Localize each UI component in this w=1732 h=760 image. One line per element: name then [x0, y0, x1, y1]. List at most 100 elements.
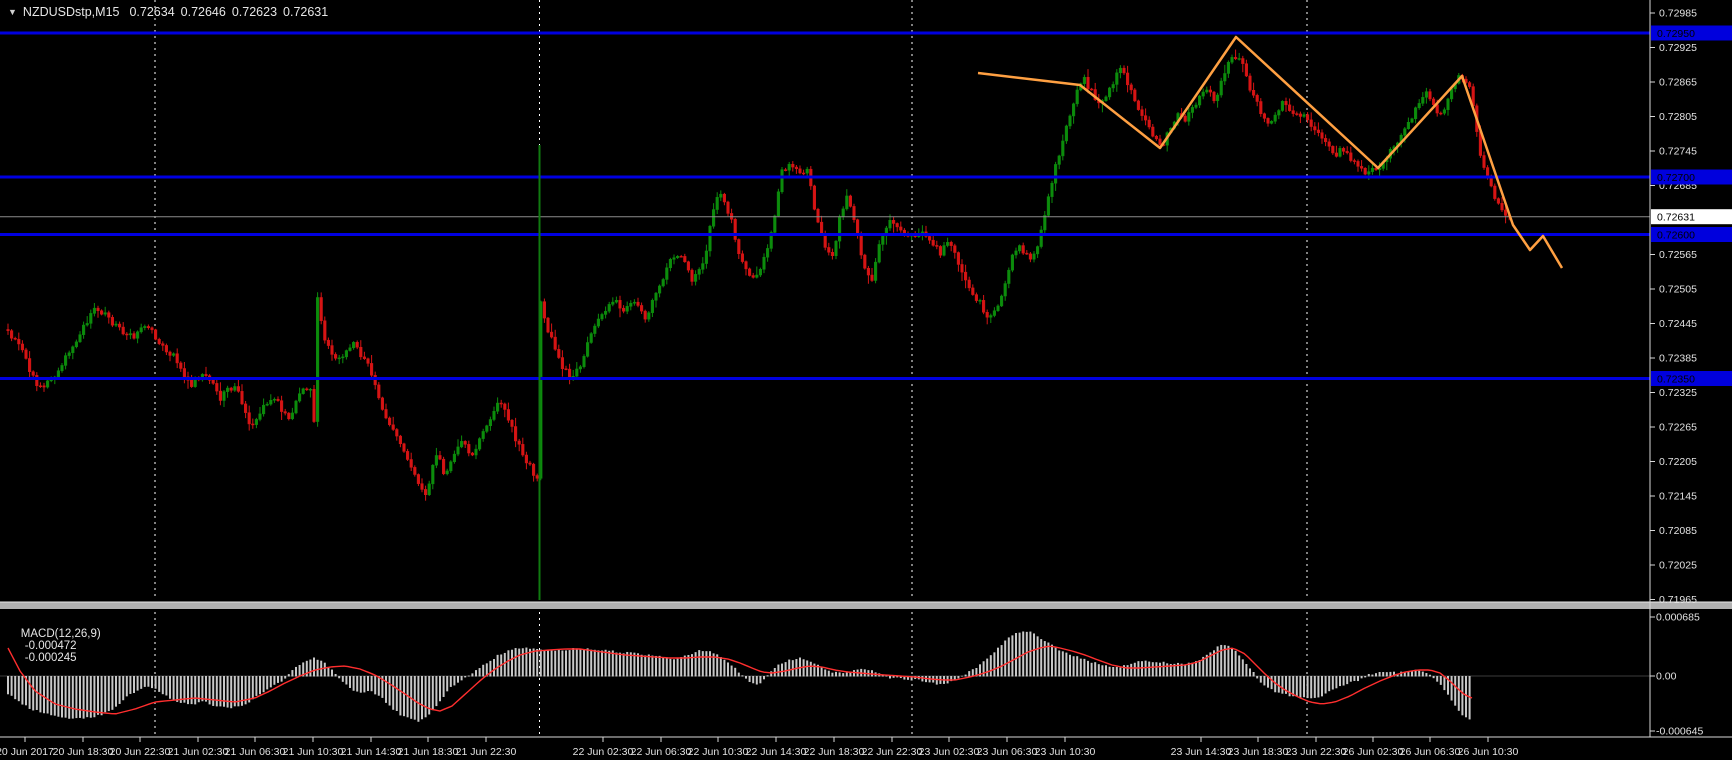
candle-body	[701, 263, 705, 270]
candle-body	[1198, 95, 1202, 106]
candle-body	[830, 252, 834, 256]
candle-body	[272, 398, 276, 401]
price-level-tag	[1651, 371, 1732, 386]
candle-body	[1244, 63, 1248, 77]
candle-body	[863, 254, 867, 269]
candle-body	[1226, 61, 1230, 74]
candle-body	[236, 386, 240, 392]
candle-body	[1284, 101, 1288, 106]
candle-body	[420, 483, 424, 490]
candle-body	[1417, 103, 1421, 109]
candle-body	[985, 312, 989, 318]
price-level-tag-text: 0.72600	[1657, 230, 1695, 242]
candle-body	[1136, 100, 1140, 110]
candle-body	[78, 334, 82, 343]
candle-body	[262, 404, 266, 415]
candle-body	[1090, 88, 1094, 91]
time-axis-label: 21 Jun 22:30	[456, 746, 517, 758]
candle-body	[1450, 88, 1454, 100]
time-axis-label: 22 Jun 14:30	[746, 746, 807, 758]
candle-body	[445, 470, 449, 475]
candle-body	[269, 399, 273, 405]
candle-body	[1356, 161, 1360, 167]
candle-body	[474, 448, 478, 456]
candle-body	[650, 300, 654, 313]
candle-body	[733, 219, 737, 240]
candle-body	[654, 292, 658, 301]
time-axis-label: 21 Jun 06:30	[225, 746, 286, 758]
candle-body	[1054, 164, 1058, 184]
candle-body	[406, 451, 410, 460]
candle-body	[1208, 89, 1212, 93]
candle-body	[524, 454, 528, 464]
time-axis-label: 22 Jun 10:30	[688, 746, 749, 758]
candle-body	[370, 363, 374, 376]
candle-body	[769, 232, 773, 249]
candle-body	[168, 351, 172, 356]
candle-body	[816, 209, 820, 223]
candle-body	[1003, 283, 1007, 297]
candle-body	[1147, 119, 1151, 128]
candle-body	[1187, 112, 1191, 122]
candle-body	[46, 380, 50, 388]
candle-body	[161, 343, 165, 346]
candle-body	[636, 301, 640, 306]
candle-body	[179, 362, 183, 369]
candle-body	[535, 475, 539, 479]
candle-body	[265, 403, 269, 406]
candle-body	[64, 355, 68, 366]
candle-body	[247, 412, 251, 425]
candle-body	[1252, 89, 1256, 96]
candle-body	[971, 287, 975, 295]
candle-body	[139, 327, 143, 333]
candle-body	[431, 464, 435, 485]
candle-body	[946, 242, 950, 246]
candle-body	[1183, 115, 1187, 122]
candle-body	[938, 246, 942, 256]
price-axis-label: 0.72865	[1659, 77, 1697, 89]
candle-body	[1075, 89, 1079, 105]
candle-body	[301, 388, 305, 394]
candle-body	[442, 458, 446, 475]
time-axis-label: 21 Jun 10:30	[283, 746, 344, 758]
candle-body	[712, 209, 716, 227]
candle-body	[1036, 246, 1040, 255]
candle-body	[1352, 160, 1356, 162]
price-level-tag-text: 0.72950	[1657, 28, 1695, 40]
candle-body	[1266, 118, 1270, 124]
candle-body	[618, 300, 622, 309]
candle-body	[1482, 155, 1486, 168]
candle-body	[1439, 112, 1443, 115]
time-axis-label: 20 Jun 18:30	[53, 746, 114, 758]
time-axis-label: 26 Jun 06:30	[1400, 746, 1461, 758]
candle-body	[10, 330, 14, 339]
candle-body	[251, 423, 255, 426]
candle-body	[1144, 115, 1148, 121]
price-axis-label: 0.72025	[1659, 560, 1697, 572]
candle-body	[1298, 113, 1302, 117]
candle-body	[1028, 253, 1032, 260]
candle-body	[35, 375, 39, 386]
candle-body	[690, 269, 694, 282]
candle-body	[280, 400, 284, 412]
candle-body	[1190, 107, 1194, 113]
macd-signal-line	[7, 645, 1473, 715]
candle-body	[643, 310, 647, 320]
candle-body	[1111, 84, 1115, 89]
candle-body	[1493, 185, 1497, 199]
candle-body	[344, 350, 348, 358]
candle-body	[31, 371, 35, 376]
candle-body	[427, 483, 431, 496]
candle-body	[488, 419, 492, 427]
candle-body	[1021, 245, 1025, 254]
candle-body	[1241, 58, 1245, 64]
candle-body	[600, 314, 604, 320]
candle-body	[1248, 75, 1252, 91]
candle-body	[496, 402, 500, 412]
candle-body	[157, 339, 161, 344]
candle-body	[834, 240, 838, 256]
candle-body	[85, 323, 89, 326]
candle-body	[766, 248, 770, 258]
candle-body	[395, 429, 399, 437]
